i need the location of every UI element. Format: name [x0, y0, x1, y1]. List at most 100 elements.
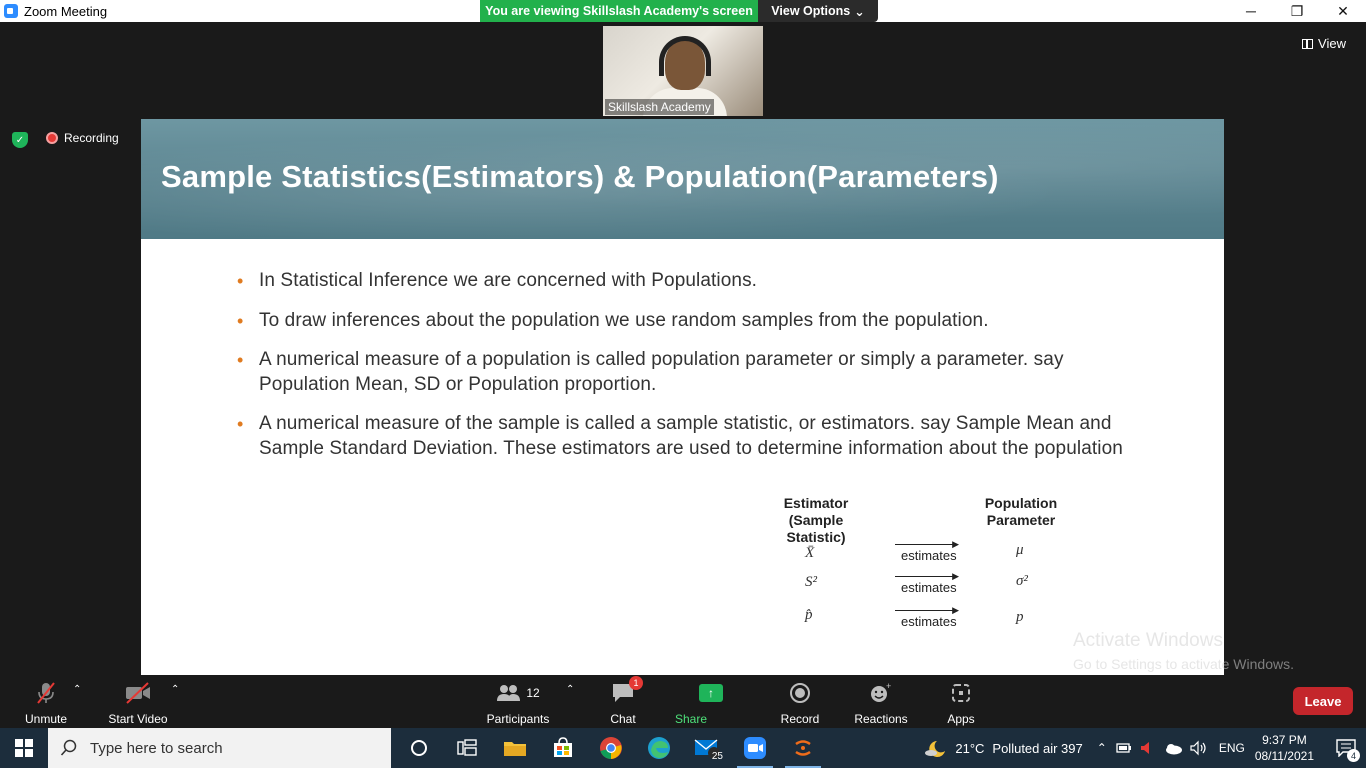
bullet-text: A numerical measure of the sample is cal… [259, 413, 1123, 459]
audio-options-caret-icon[interactable]: ⌃ [73, 684, 82, 695]
parameter-symbol: p [1016, 609, 1024, 625]
bullet-marker: • [237, 271, 244, 291]
task-view-button[interactable] [443, 728, 491, 768]
view-layout-button[interactable]: View [1302, 36, 1346, 51]
app-taskbar-button[interactable] [779, 728, 827, 768]
edge-icon [648, 737, 670, 759]
record-button[interactable]: Record [780, 680, 820, 726]
arrow-head-icon: ▶ [952, 571, 959, 581]
share-screen-icon: ↑ [699, 680, 723, 706]
participant-body [643, 88, 727, 116]
bullet-item: • In Statistical Inference we are concer… [237, 269, 1137, 294]
edge-button[interactable] [635, 728, 683, 768]
participants-caret-icon[interactable]: ⌃ [566, 684, 575, 695]
participant-video-tile[interactable]: Skillslash Academy [603, 26, 763, 116]
estimator-symbol: S² [805, 574, 817, 590]
windows-logo-icon [15, 739, 33, 757]
apps-icon [950, 680, 972, 706]
estimator-parameter-table: Estimator (Sample Statistic) Population … [761, 495, 1081, 635]
arrow-head-icon: ▶ [952, 539, 959, 549]
close-button[interactable]: ✕ [1337, 2, 1349, 19]
reactions-icon: + [869, 680, 893, 706]
bullet-marker: • [237, 414, 244, 434]
file-explorer-button[interactable] [491, 728, 539, 768]
chrome-icon [600, 737, 622, 759]
show-hidden-icons-icon[interactable]: ⌃ [1096, 741, 1107, 755]
view-label: View [1318, 36, 1346, 51]
svg-text:+: + [886, 682, 891, 691]
unmute-button[interactable]: Unmute [22, 680, 70, 726]
zoom-app-icon [4, 4, 18, 18]
leave-button[interactable]: Leave [1293, 687, 1353, 715]
cortana-button[interactable] [395, 728, 443, 768]
muted-speaker-icon[interactable] [1139, 740, 1155, 756]
minimize-button[interactable]: ─ [1246, 3, 1256, 19]
record-label: Record [780, 712, 820, 726]
mail-button[interactable]: 25 [683, 728, 731, 768]
unmute-label: Unmute [24, 712, 68, 726]
apps-button[interactable]: Apps [944, 680, 978, 726]
chrome-button[interactable] [587, 728, 635, 768]
bullet-marker: • [237, 350, 244, 370]
participants-icon: 12 [496, 680, 540, 706]
mail-badge: 25 [711, 751, 723, 762]
system-tray: 21°C Polluted air 397 ⌃ ENG 9:37 PM 08/1… [923, 728, 1366, 768]
recording-indicator[interactable]: Recording [40, 128, 125, 148]
weather-temperature[interactable]: 21°C [955, 740, 985, 756]
reactions-label: Reactions [854, 712, 908, 726]
security-shield-icon[interactable]: ✓ [12, 132, 28, 148]
check-icon: ✓ [15, 134, 25, 146]
bullet-text: To draw inferences about the population … [259, 309, 989, 331]
estimator-header-line2: (Sample Statistic) [786, 512, 846, 545]
zoom-icon [744, 737, 766, 759]
taskbar-clock[interactable]: 9:37 PM 08/11/2021 [1255, 732, 1314, 764]
participant-name: Skillslash Academy [605, 99, 714, 115]
zoom-taskbar-button[interactable] [731, 728, 779, 768]
chat-icon: 1 [611, 676, 643, 706]
estimates-arrow: ▶ estimates [895, 572, 959, 596]
estimator-header: Estimator (Sample Statistic) [761, 495, 871, 546]
muted-mic-icon [35, 680, 57, 706]
slide-title: Sample Statistics(Estimators) & Populati… [161, 159, 999, 194]
estimates-arrow: ▶ estimates [895, 540, 959, 564]
start-video-label: Start Video [108, 712, 168, 726]
bullet-text: In Statistical Inference we are concerne… [259, 270, 758, 291]
recording-label: Recording [64, 131, 119, 145]
reactions-button[interactable]: + Reactions [853, 680, 909, 726]
video-options-caret-icon[interactable]: ⌃ [171, 684, 180, 695]
start-video-button[interactable]: Start Video [106, 680, 170, 726]
record-icon [789, 680, 811, 706]
volume-icon[interactable] [1189, 740, 1209, 756]
apps-label: Apps [947, 712, 975, 726]
estimates-arrow: ▶ estimates [895, 606, 959, 630]
cortana-icon [411, 740, 427, 756]
estimates-label: estimates [901, 614, 957, 629]
participants-label: Participants [486, 712, 550, 726]
start-button[interactable] [0, 728, 48, 768]
slide-bullets: • In Statistical Inference we are concer… [237, 269, 1137, 476]
onedrive-cloud-icon[interactable] [1163, 740, 1183, 756]
bullet-marker: • [237, 310, 244, 331]
notification-center-button[interactable]: 4 [1326, 728, 1366, 768]
bullet-item: • A numerical measure of a population is… [237, 348, 1137, 397]
chat-badge: 1 [629, 676, 643, 690]
chevron-down-icon: ⌄ [854, 4, 865, 19]
chat-button[interactable]: 1 Chat [608, 676, 643, 726]
mail-icon [694, 739, 720, 759]
search-placeholder: Type here to search [90, 739, 223, 757]
language-indicator[interactable]: ENG [1218, 741, 1245, 755]
participants-button[interactable]: 12 Participants [485, 680, 551, 726]
restore-button[interactable]: ❐ [1290, 2, 1304, 19]
estimator-symbol: X̄ [805, 545, 815, 561]
taskbar-apps: 25 [395, 728, 827, 768]
taskbar-search-box[interactable]: Type here to search [48, 728, 391, 768]
search-icon [60, 739, 77, 756]
store-button[interactable] [539, 728, 587, 768]
parameter-symbol: μ [1016, 542, 1024, 558]
notification-icon [1336, 739, 1356, 757]
air-quality[interactable]: Polluted air 397 [992, 740, 1083, 756]
view-options-button[interactable]: View Options ⌄ [758, 0, 878, 22]
battery-icon[interactable] [1115, 740, 1133, 756]
window-controls: ─ ❐ ✕ [1228, 0, 1366, 22]
arrow-line [895, 544, 957, 545]
